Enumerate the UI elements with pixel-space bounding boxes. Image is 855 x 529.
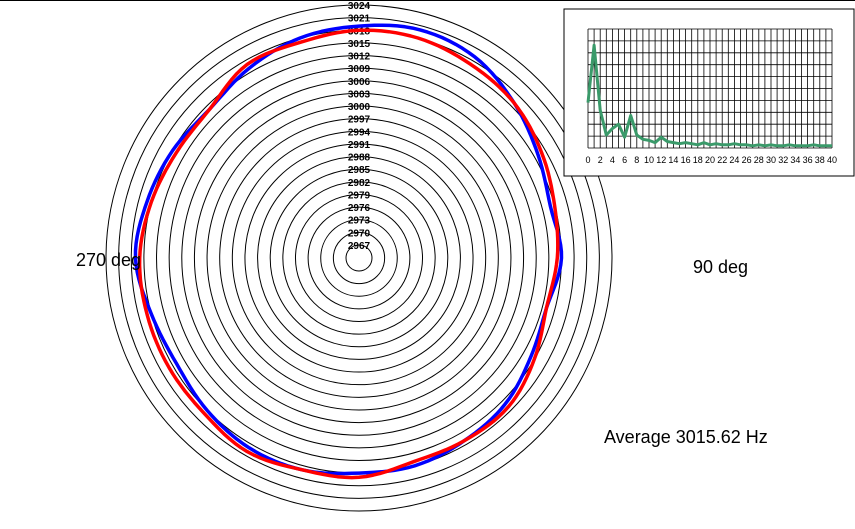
series-blue-line: [133, 23, 564, 476]
inset-x-tick-label: 12: [656, 155, 666, 165]
angle-label-270: 270 deg: [76, 250, 141, 270]
inset-x-tick-label: 24: [729, 155, 739, 165]
ring-label: 3003: [348, 89, 371, 100]
ring-labels: 3024302130183015301230093006300330002997…: [348, 1, 371, 252]
grid-ring: [193, 92, 525, 424]
ring-label: 3015: [348, 39, 371, 50]
inset-x-tick-label: 38: [815, 155, 825, 165]
grid-ring: [332, 231, 386, 285]
inset-x-tick-label: 16: [681, 155, 691, 165]
polar-grid: [105, 4, 613, 512]
grid-ring: [345, 244, 373, 272]
inset-x-tick-label: 18: [693, 155, 703, 165]
inset-x-tick-label: 40: [827, 155, 837, 165]
ring-label: 2988: [348, 153, 371, 164]
ring-label: 3009: [348, 64, 371, 75]
inset-x-tick-label: 2: [598, 155, 603, 165]
ring-label: 3012: [348, 52, 371, 63]
inset-x-tick-label: 8: [634, 155, 639, 165]
grid-ring: [181, 80, 537, 436]
inset-x-tick-label: 6: [622, 155, 627, 165]
inset-x-tick-label: 0: [585, 155, 590, 165]
inset-grid: [587, 28, 833, 149]
grid-ring: [105, 4, 613, 512]
average-annotation: Average 3015.62 Hz: [604, 427, 768, 447]
inset-x-tick-label: 34: [790, 155, 800, 165]
ring-label: 2994: [348, 127, 371, 138]
grid-ring: [294, 193, 424, 323]
grid-ring: [219, 118, 499, 398]
ring-label: 2991: [348, 140, 371, 151]
ring-label: 2973: [348, 216, 371, 227]
inset-x-ticks: 0 2 4 6 8 10 12 14 16 18 20 22 24 26 28 30 32 34 36 38 40: [585, 155, 837, 165]
grid-ring: [307, 206, 411, 310]
ring-label: 2982: [348, 178, 371, 189]
ring-label: 2976: [348, 203, 371, 214]
grid-ring: [168, 67, 550, 449]
ring-label: 2970: [348, 228, 371, 239]
inset-x-tick-label: 26: [742, 155, 752, 165]
ring-label: 3024: [348, 1, 371, 12]
inset-x-tick-label: 10: [644, 155, 654, 165]
series-red-line: [137, 28, 560, 480]
inset-x-tick-label: 30: [766, 155, 776, 165]
polar-series: [133, 23, 564, 480]
spectrum-inset: 0 2 4 6 8 10 12 14 16 18 20 22 24 26 28 30 32 34 36 38 40: [563, 8, 855, 177]
grid-ring: [282, 181, 436, 335]
ring-label: 2985: [348, 165, 371, 176]
grid-ring: [231, 130, 487, 386]
inset-spectrum-line: [586, 43, 832, 148]
grid-ring: [118, 17, 600, 499]
inset-series: [586, 43, 832, 148]
grid-ring: [257, 156, 461, 360]
inset-x-tick-label: 4: [610, 155, 615, 165]
ring-label: 3021: [348, 14, 371, 25]
ring-label: 2997: [348, 115, 371, 126]
inset-frame: [563, 8, 855, 177]
inset-x-tick-label: 28: [754, 155, 764, 165]
grid-ring: [206, 105, 512, 411]
inset-x-tick-label: 14: [668, 155, 678, 165]
angle-label-90: 90 deg: [693, 257, 748, 277]
ring-label: 3006: [348, 77, 371, 88]
inset-x-tick-label: 36: [803, 155, 813, 165]
inset-x-tick-label: 32: [778, 155, 788, 165]
ring-label: 3000: [348, 102, 371, 113]
grid-ring: [244, 143, 474, 373]
inset-x-tick-label: 22: [717, 155, 727, 165]
inset-x-tick-label: 20: [705, 155, 715, 165]
grid-ring: [320, 219, 398, 297]
grid-ring: [269, 168, 449, 348]
ring-label: 2967: [348, 241, 371, 252]
ring-label: 2979: [348, 190, 371, 201]
